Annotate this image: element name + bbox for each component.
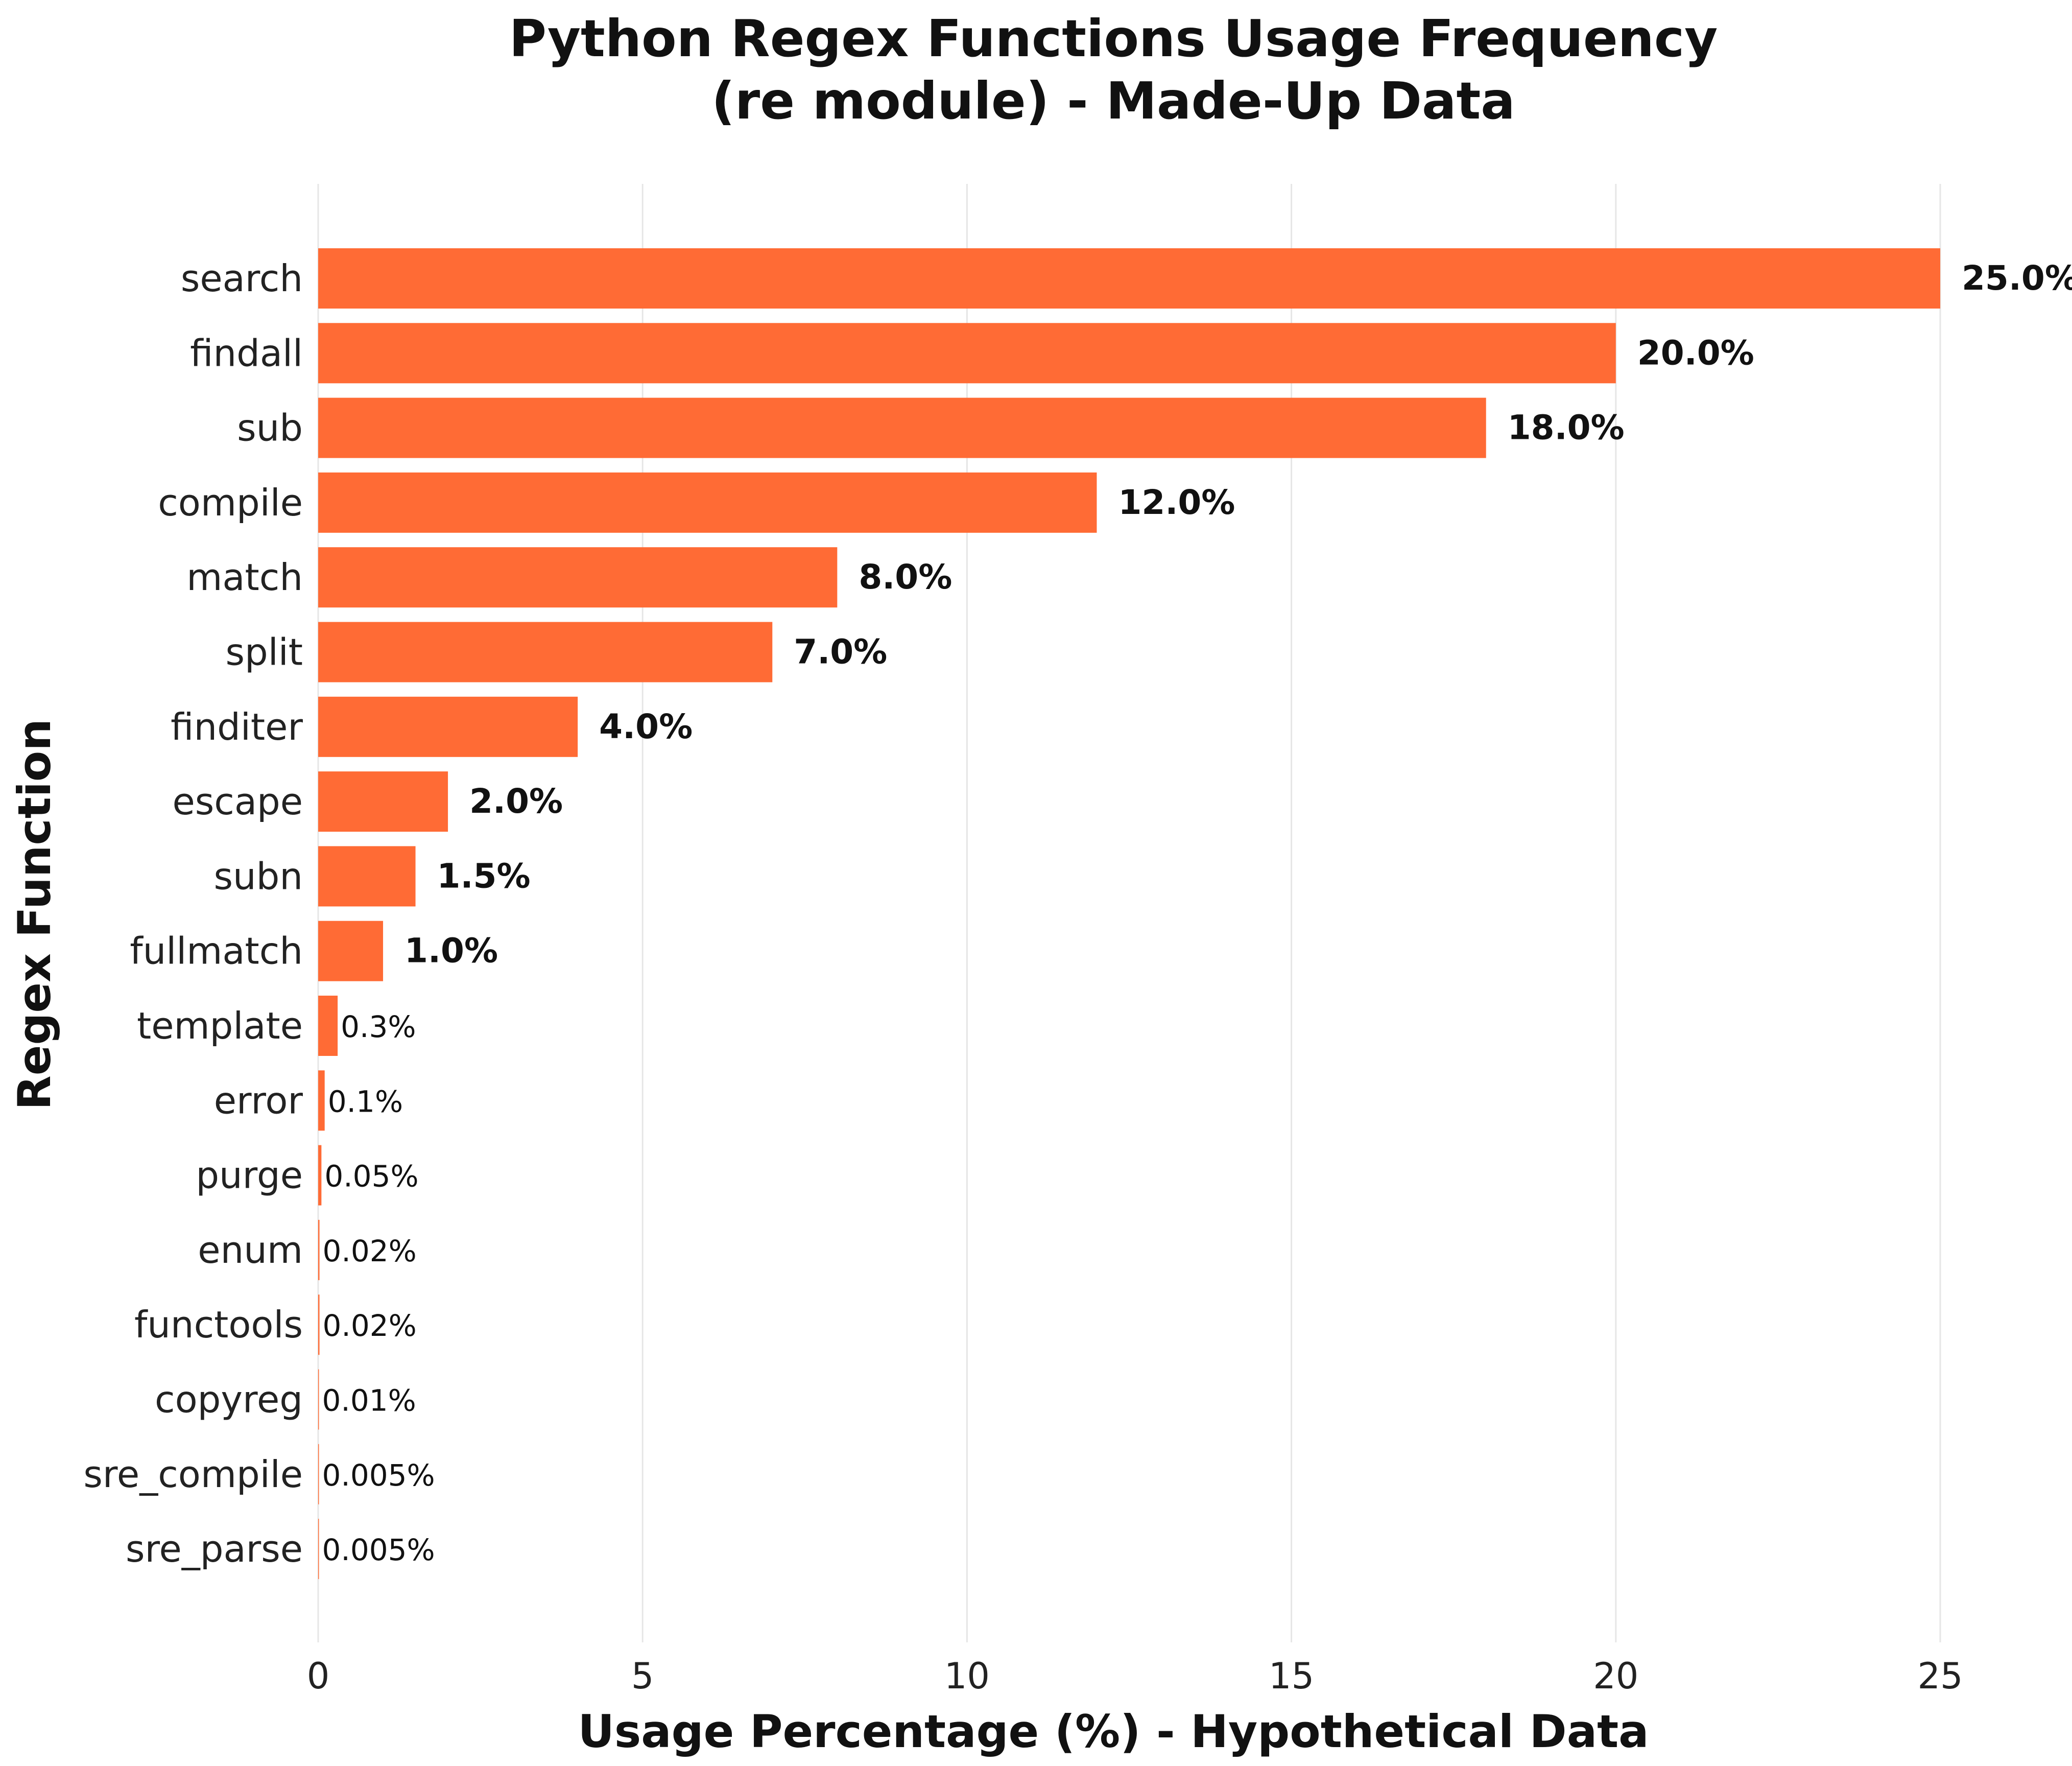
y-tick-label-finditer: finditer	[171, 705, 303, 748]
x-tick-label: 0	[307, 1655, 330, 1697]
x-tick-labels: 0 5 10 15 20 25	[307, 1655, 1963, 1697]
y-tick-label-sre_compile: sre_compile	[83, 1453, 303, 1496]
value-label-split: 7.0%	[794, 632, 887, 672]
bar-sub	[318, 397, 1486, 458]
bar-compile	[318, 472, 1097, 533]
y-tick-label-search: search	[181, 257, 303, 300]
value-label-subn: 1.5%	[437, 856, 531, 896]
bar-sre_parse	[318, 1519, 319, 1580]
bar-copyreg	[318, 1369, 319, 1430]
value-label-finditer: 4.0%	[599, 707, 693, 746]
y-tick-label-copyreg: copyreg	[155, 1378, 303, 1421]
value-label-escape: 2.0%	[469, 782, 563, 821]
bar-escape	[318, 771, 448, 832]
y-tick-label-split: split	[226, 631, 303, 674]
value-label-findall: 20.0%	[1637, 333, 1754, 372]
value-label-functools: 0.02%	[323, 1308, 417, 1343]
x-tick-label: 25	[1917, 1655, 1963, 1697]
value-label-sre_parse: 0.005%	[322, 1533, 435, 1567]
value-label-purge: 0.05%	[324, 1159, 418, 1194]
bar-split	[318, 622, 773, 682]
bar-findall	[318, 323, 1616, 384]
x-axis-label: Usage Percentage (%) - Hypothetical Data	[578, 1705, 1649, 1758]
y-tick-label-sub: sub	[237, 407, 303, 450]
y-tick-label-sre_parse: sre_parse	[126, 1527, 303, 1570]
x-tick-label: 5	[631, 1655, 654, 1697]
value-label-error: 0.1%	[328, 1084, 403, 1119]
bar-error	[318, 1070, 325, 1131]
bar-match	[318, 547, 838, 608]
bar-purge	[318, 1145, 322, 1206]
bar-fullmatch	[318, 921, 384, 981]
x-tick-label: 20	[1593, 1655, 1638, 1697]
y-tick-label-template: template	[137, 1004, 303, 1047]
y-tick-label-findall: findall	[190, 332, 303, 374]
chart-title: Python Regex Functions Usage Frequency (…	[509, 9, 1718, 131]
value-label-copyreg: 0.01%	[322, 1383, 416, 1418]
y-tick-label-error: error	[214, 1079, 303, 1122]
bar-enum	[318, 1219, 320, 1280]
y-tick-label-escape: escape	[172, 780, 303, 823]
y-tick-label-subn: subn	[214, 855, 303, 898]
value-label-sub: 18.0%	[1508, 408, 1625, 448]
value-label-template: 0.3%	[341, 1009, 416, 1044]
value-label-sre_compile: 0.005%	[322, 1458, 435, 1493]
bar-finditer	[318, 696, 578, 757]
y-tick-label-fullmatch: fullmatch	[130, 930, 303, 973]
bars	[318, 248, 1940, 1580]
value-label-match: 8.0%	[859, 557, 952, 597]
bar-template	[318, 996, 338, 1056]
chart-title-line-2: (re module) - Made-Up Data	[711, 71, 1515, 131]
y-tick-label-purge: purge	[196, 1154, 303, 1197]
bar-subn	[318, 846, 416, 907]
bar-sre_compile	[318, 1444, 319, 1504]
y-axis-label: Regex Function	[8, 719, 61, 1110]
value-label-search: 25.0%	[1962, 258, 2072, 298]
bar-functools	[318, 1294, 320, 1355]
category-labels: search findall sub compile match split findite…	[83, 257, 303, 1570]
chart-title-line-1: Python Regex Functions Usage Frequency	[509, 9, 1718, 68]
value-label-compile: 12.0%	[1118, 483, 1235, 522]
value-label-fullmatch: 1.0%	[404, 931, 498, 971]
y-tick-label-compile: compile	[158, 481, 303, 524]
y-tick-label-enum: enum	[198, 1229, 303, 1271]
value-label-enum: 0.02%	[323, 1234, 417, 1268]
value-labels: 25.0% 20.0% 18.0% 12.0% 8.0% 7.0% 4.0% 2.0% 1.5%…	[322, 258, 2072, 1567]
x-tick-label: 10	[944, 1655, 990, 1697]
x-tick-label: 15	[1269, 1655, 1314, 1697]
y-tick-label-match: match	[186, 556, 303, 599]
y-tick-label-functools: functools	[134, 1303, 303, 1346]
bar-search	[318, 248, 1940, 309]
